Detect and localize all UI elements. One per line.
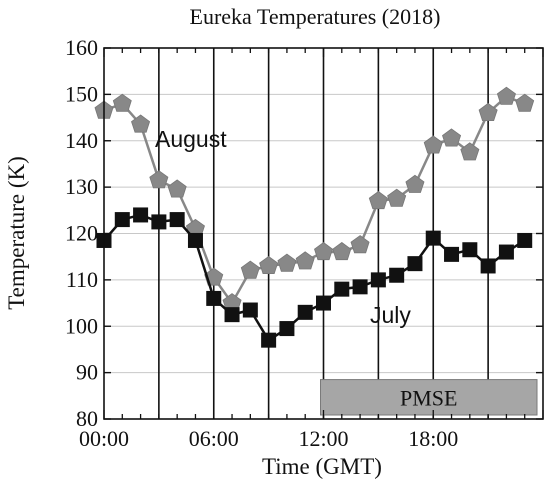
data-point — [352, 279, 368, 295]
data-point — [240, 260, 260, 279]
data-point — [370, 272, 386, 288]
data-point — [517, 232, 533, 248]
data-point — [462, 242, 478, 258]
y-tick-label: 160 — [65, 35, 98, 60]
data-point — [368, 191, 388, 210]
data-point — [279, 321, 295, 337]
data-point — [515, 93, 535, 112]
data-point — [167, 179, 187, 198]
data-point — [460, 142, 480, 161]
data-point — [224, 307, 240, 323]
data-point — [297, 304, 313, 320]
chart-title: Eureka Temperatures (2018) — [190, 4, 441, 29]
data-point — [496, 86, 516, 105]
data-point — [407, 256, 423, 272]
data-point — [259, 256, 279, 275]
data-point — [169, 212, 185, 228]
data-point — [261, 332, 277, 348]
pmse-label: PMSE — [400, 385, 457, 410]
y-tick-label: 90 — [76, 360, 98, 385]
y-tick-label: 140 — [65, 128, 98, 153]
data-point — [206, 290, 222, 306]
data-point — [332, 242, 352, 261]
data-point — [114, 212, 130, 228]
y-tick-label: 150 — [65, 81, 98, 106]
data-point — [425, 230, 441, 246]
series-layer — [94, 86, 535, 348]
y-tick-label: 130 — [65, 174, 98, 199]
data-point — [480, 258, 496, 274]
x-tick-label: 12:00 — [298, 426, 348, 451]
series-label-july: July — [370, 302, 411, 328]
y-tick-label: 120 — [65, 221, 98, 246]
pmse-shaded-box — [320, 379, 538, 416]
series-august — [94, 86, 535, 312]
data-point — [314, 242, 333, 261]
data-point — [187, 232, 203, 248]
y-tick-label: 110 — [66, 267, 98, 292]
x-tick-label: 06:00 — [189, 426, 239, 451]
data-point — [242, 302, 258, 318]
data-point — [149, 170, 169, 189]
data-point — [277, 253, 297, 272]
data-point — [295, 251, 315, 270]
series-label-august: August — [155, 126, 227, 152]
data-point — [405, 174, 425, 193]
data-point — [350, 235, 370, 254]
x-tick-label: 18:00 — [408, 426, 458, 451]
data-point — [423, 135, 443, 154]
series-july — [96, 207, 533, 348]
data-point — [498, 244, 514, 260]
axis-ticks: 80 90 100 110 120 130 140 150 160 00:00 06:00 12:00… — [65, 35, 544, 451]
data-point — [478, 102, 498, 121]
x-axis-label: Time (GMT) — [262, 454, 382, 479]
data-point — [112, 93, 132, 112]
data-point — [151, 214, 167, 230]
data-point — [442, 128, 462, 147]
data-point — [389, 267, 405, 283]
data-point — [334, 281, 350, 297]
x-tick-label: 00:00 — [79, 426, 129, 451]
y-tick-label: 100 — [65, 313, 98, 338]
data-point — [133, 207, 149, 223]
data-point — [131, 114, 151, 133]
data-point — [444, 246, 460, 262]
y-axis-label: Temperature (K) — [4, 156, 29, 310]
data-point — [387, 188, 407, 207]
data-point — [316, 295, 331, 311]
y-tick-label: 80 — [76, 406, 98, 431]
